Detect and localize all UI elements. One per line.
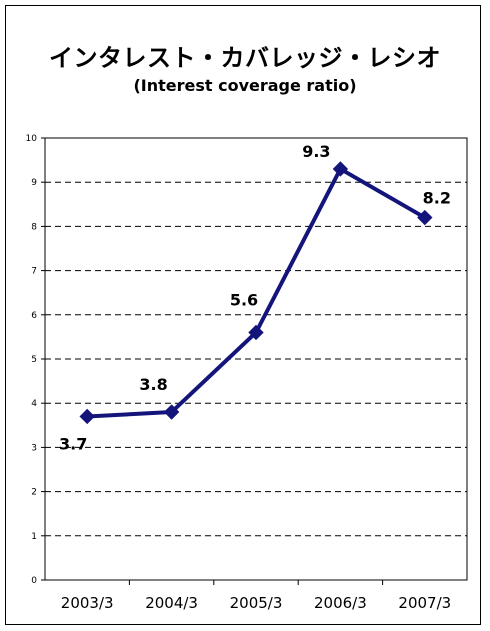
data-label: 5.6	[230, 290, 258, 309]
data-point-marker	[163, 404, 180, 420]
data-labels: 3.7 3.8 5.6 9.3 8.2	[59, 142, 451, 454]
x-tick-label: 2003/3	[61, 594, 114, 612]
gridlines	[45, 181, 467, 537]
y-tick-label: 2	[31, 488, 37, 498]
y-tick-label: 4	[31, 399, 37, 409]
x-tick-label: 2005/3	[230, 594, 283, 612]
data-point-marker	[332, 161, 349, 177]
data-label: 8.2	[423, 189, 451, 208]
y-tick-label: 9	[31, 178, 37, 188]
chart-subtitle: (Interest coverage ratio)	[133, 76, 357, 95]
data-point-marker	[79, 408, 95, 425]
x-tick-label: 2004/3	[145, 594, 198, 612]
data-label: 3.8	[139, 375, 167, 394]
y-tick-label: 7	[31, 267, 37, 277]
y-axis: 0 1 2 3 4 5 6 7 8 9 10	[26, 134, 45, 586]
chart-title: インタレスト・カバレッジ・レシオ	[49, 44, 441, 72]
x-tick-label: 2006/3	[314, 594, 367, 612]
series-group	[79, 161, 433, 425]
data-point-marker	[417, 209, 433, 226]
x-axis: 2003/3 2004/3 2005/3 2006/3 2007/3	[61, 580, 451, 612]
y-tick-label: 0	[31, 576, 37, 586]
data-label: 9.3	[302, 142, 330, 161]
y-tick-label: 8	[31, 222, 37, 232]
data-label: 3.7	[59, 434, 87, 453]
data-point-marker	[248, 324, 264, 341]
y-tick-label: 6	[31, 311, 37, 321]
y-tick-label: 10	[26, 134, 38, 144]
x-tick-label: 2007/3	[398, 594, 451, 612]
y-tick-label: 1	[31, 532, 37, 542]
y-tick-label: 5	[31, 355, 37, 365]
y-tick-label: 3	[31, 443, 37, 453]
